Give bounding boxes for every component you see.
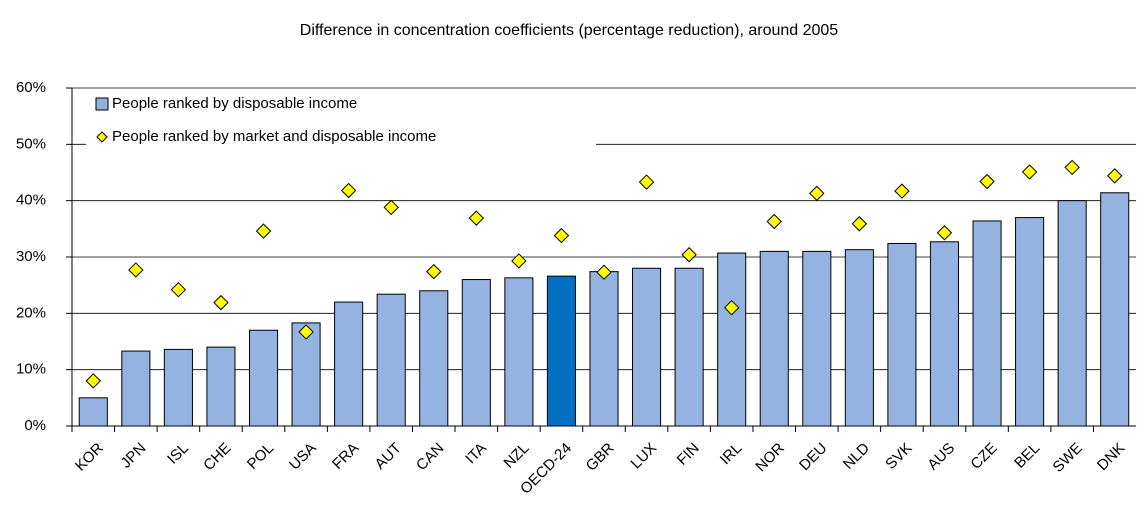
diamond-marker: [894, 183, 910, 199]
y-tick-label: 30%: [16, 248, 46, 265]
y-tick-label: 50%: [16, 135, 46, 152]
diamond-marker: [170, 281, 187, 298]
bar: [632, 267, 662, 427]
diamond-marker: [255, 223, 272, 239]
x-tick-label: ISL: [164, 440, 192, 468]
y-tick-label: 60%: [16, 79, 46, 96]
x-tick-label: NOR: [752, 440, 788, 476]
diamond-marker: [1021, 164, 1038, 180]
diamond-marker: [1064, 159, 1080, 176]
bar: [929, 241, 960, 427]
diamond-marker: [1107, 168, 1123, 184]
y-tick-label: 20%: [16, 304, 46, 321]
diamond-marker: [128, 262, 144, 278]
bar: [291, 322, 321, 427]
bar: [589, 271, 619, 427]
x-tick-label: SWE: [1050, 440, 1086, 476]
x-tick-label: CHE: [200, 440, 234, 474]
y-tick-label: 10%: [16, 361, 46, 378]
x-tick-label: JPN: [117, 440, 149, 472]
legend-swatch: [95, 97, 109, 111]
legend-label: People ranked by market and disposable i…: [112, 128, 436, 145]
diamond-marker: [426, 263, 442, 280]
legend-swatch: [96, 131, 108, 143]
bar: [674, 267, 704, 427]
diamond-marker: [553, 227, 570, 244]
legend-box: [86, 90, 596, 152]
bar: [376, 293, 406, 427]
bar: [972, 220, 1002, 427]
diamond-marker: [979, 173, 995, 190]
diamond-marker: [468, 210, 485, 226]
y-tick-label: 0%: [24, 417, 46, 434]
x-tick-label: POL: [244, 440, 277, 473]
diamond-marker: [936, 225, 953, 241]
bar: [546, 275, 576, 427]
diamond-marker: [340, 182, 357, 199]
diamond-marker: [383, 199, 399, 216]
x-tick-label: AUS: [924, 440, 958, 474]
x-tick-label: DNK: [1094, 440, 1128, 474]
x-tick-label: NZL: [500, 440, 532, 472]
bar: [759, 250, 789, 427]
x-tick-label: BEL: [1011, 440, 1043, 472]
bar: [887, 242, 917, 427]
bar: [844, 249, 874, 427]
x-tick-label: CAN: [413, 440, 447, 474]
diamond-marker: [596, 264, 612, 280]
bar: [334, 301, 364, 427]
chart-title: Difference in concentration coefficients…: [300, 22, 839, 39]
diamond-marker: [723, 299, 740, 316]
x-tick-label: AUT: [372, 440, 405, 473]
x-tick-label: FIN: [674, 440, 703, 469]
bar: [121, 350, 151, 427]
bar: [1057, 200, 1087, 427]
x-tick-label: FRA: [329, 440, 362, 473]
x-tick-label: USA: [286, 440, 320, 474]
bar: [1100, 192, 1130, 427]
diamond-marker: [809, 185, 825, 202]
x-tick-label: CZE: [967, 440, 1000, 473]
x-tick-label: KOR: [72, 440, 107, 475]
bar: [1015, 217, 1045, 427]
x-tick-label: NLD: [840, 440, 873, 473]
bar: [163, 348, 193, 427]
bar: [717, 252, 747, 427]
x-tick-label: SVK: [882, 440, 915, 473]
x-tick-label: ITA: [462, 440, 490, 468]
x-tick-label: DEU: [796, 440, 830, 474]
diamond-marker: [766, 213, 782, 230]
diamond-marker: [213, 294, 229, 311]
diamond-marker: [511, 253, 527, 269]
x-tick-label: GBR: [583, 440, 618, 475]
bar: [248, 329, 279, 427]
bar: [504, 277, 534, 427]
x-tick-label: IRL: [717, 440, 746, 469]
legend-label: People ranked by disposable income: [112, 95, 357, 112]
bar: [461, 279, 491, 427]
bar: [419, 290, 449, 427]
y-tick-label: 40%: [16, 192, 46, 209]
diamond-marker: [638, 174, 655, 190]
bar: [78, 397, 108, 427]
bar: [206, 346, 236, 427]
diamond-marker: [851, 216, 868, 232]
diamond-marker: [85, 373, 101, 389]
bar: [802, 250, 832, 427]
diamond-marker: [681, 247, 697, 263]
x-tick-label: LUX: [628, 440, 661, 473]
diamond-marker: [298, 324, 314, 340]
